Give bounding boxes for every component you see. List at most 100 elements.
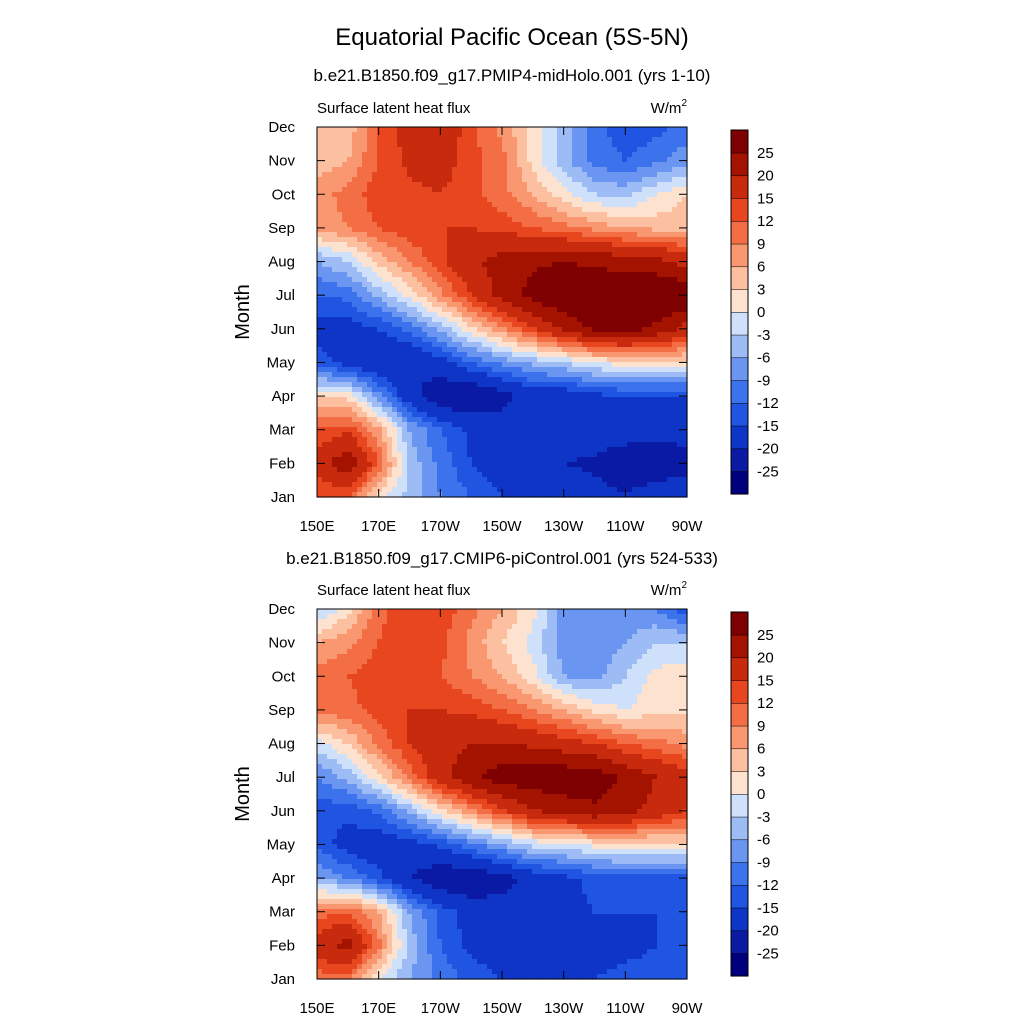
heatmap-cell — [682, 337, 688, 343]
heatmap-cell — [627, 232, 633, 238]
heatmap-cell — [507, 222, 513, 228]
heatmap-cell — [457, 172, 463, 178]
heatmap-cell — [412, 452, 418, 458]
heatmap-cell — [397, 397, 403, 403]
heatmap-cell — [362, 152, 368, 158]
heatmap-cell — [407, 197, 413, 203]
heatmap-cell — [647, 262, 653, 268]
heatmap-cell — [337, 427, 343, 433]
heatmap-cell — [327, 277, 333, 283]
heatmap-cell — [647, 347, 653, 353]
heatmap-cell — [587, 222, 593, 228]
heatmap-cell — [622, 442, 628, 448]
heatmap-cell — [597, 452, 603, 458]
heatmap-cell — [432, 282, 438, 288]
heatmap-cell — [437, 397, 443, 403]
heatmap-cell — [637, 292, 643, 298]
heatmap-cell — [597, 197, 603, 203]
heatmap-cell — [412, 307, 418, 313]
heatmap-cell — [637, 407, 643, 413]
heatmap-cell — [412, 442, 418, 448]
heatmap-cell — [517, 327, 523, 333]
heatmap-cell — [647, 352, 653, 358]
heatmap-cell — [547, 192, 553, 198]
heatmap-cell — [557, 347, 563, 353]
heatmap-cell — [572, 327, 578, 333]
heatmap-cell — [557, 187, 563, 193]
heatmap-cell — [657, 127, 663, 133]
heatmap-cell — [337, 232, 343, 238]
heatmap-cell — [382, 212, 388, 218]
heatmap-cell — [447, 317, 453, 323]
heatmap-cell — [332, 342, 338, 348]
heatmap-cell — [562, 177, 568, 183]
heatmap-cell — [547, 437, 553, 443]
heatmap-cell — [527, 167, 533, 173]
heatmap-cell — [597, 202, 603, 208]
heatmap-cell — [657, 257, 663, 263]
heatmap-cell — [532, 312, 538, 318]
heatmap-cell — [652, 302, 658, 308]
heatmap-cell — [402, 247, 408, 253]
heatmap-cell — [407, 222, 413, 228]
heatmap-cell — [362, 182, 368, 188]
heatmap-cell — [597, 182, 603, 188]
heatmap-cell — [657, 292, 663, 298]
heatmap-cell — [462, 277, 468, 283]
heatmap-cell — [427, 397, 433, 403]
heatmap-cell — [587, 382, 593, 388]
heatmap-cell — [552, 437, 558, 443]
heatmap-cell — [497, 222, 503, 228]
heatmap-cell — [572, 352, 578, 358]
heatmap-cell — [432, 177, 438, 183]
heatmap-cell — [367, 277, 373, 283]
heatmap-cell — [362, 342, 368, 348]
heatmap-cell — [557, 307, 563, 313]
heatmap-cell — [327, 157, 333, 163]
heatmap-cell — [387, 437, 393, 443]
heatmap-cell — [467, 252, 473, 258]
heatmap-cell — [682, 132, 688, 138]
heatmap-cell — [542, 292, 548, 298]
heatmap-cell — [352, 362, 358, 368]
heatmap-cell — [432, 422, 438, 428]
heatmap-cell — [642, 342, 648, 348]
heatmap-cell — [637, 447, 643, 453]
heatmap-cell — [557, 337, 563, 343]
heatmap-cell — [342, 152, 348, 158]
heatmap-cell — [412, 162, 418, 168]
heatmap-cell — [342, 227, 348, 233]
heatmap-cell — [422, 222, 428, 228]
heatmap-cell — [497, 412, 503, 418]
heatmap-cell — [612, 237, 618, 243]
heatmap-cell — [467, 327, 473, 333]
heatmap-cell — [377, 447, 383, 453]
heatmap-cell — [607, 342, 613, 348]
heatmap-cell — [507, 287, 513, 293]
heatmap-cell — [342, 402, 348, 408]
heatmap-cell — [377, 397, 383, 403]
heatmap-cell — [507, 347, 513, 353]
heatmap-cell — [482, 367, 488, 373]
heatmap-cell — [472, 327, 478, 333]
heatmap-cell — [662, 162, 668, 168]
heatmap-cell — [477, 247, 483, 253]
heatmap-cell — [492, 132, 498, 138]
heatmap-cell — [537, 432, 543, 438]
heatmap-cell — [407, 307, 413, 313]
heatmap-cell — [332, 287, 338, 293]
heatmap-cell — [532, 382, 538, 388]
heatmap-cell — [532, 187, 538, 193]
heatmap-cell — [502, 347, 508, 353]
heatmap-cell — [562, 292, 568, 298]
heatmap-cell — [632, 127, 638, 133]
heatmap-cell — [422, 277, 428, 283]
heatmap-cell — [512, 262, 518, 268]
heatmap-cell — [532, 362, 538, 368]
heatmap-cell — [462, 447, 468, 453]
heatmap-cell — [622, 382, 628, 388]
heatmap-cell — [592, 207, 598, 213]
heatmap-cell — [587, 397, 593, 403]
heatmap-cell — [567, 352, 573, 358]
heatmap-cell — [582, 202, 588, 208]
